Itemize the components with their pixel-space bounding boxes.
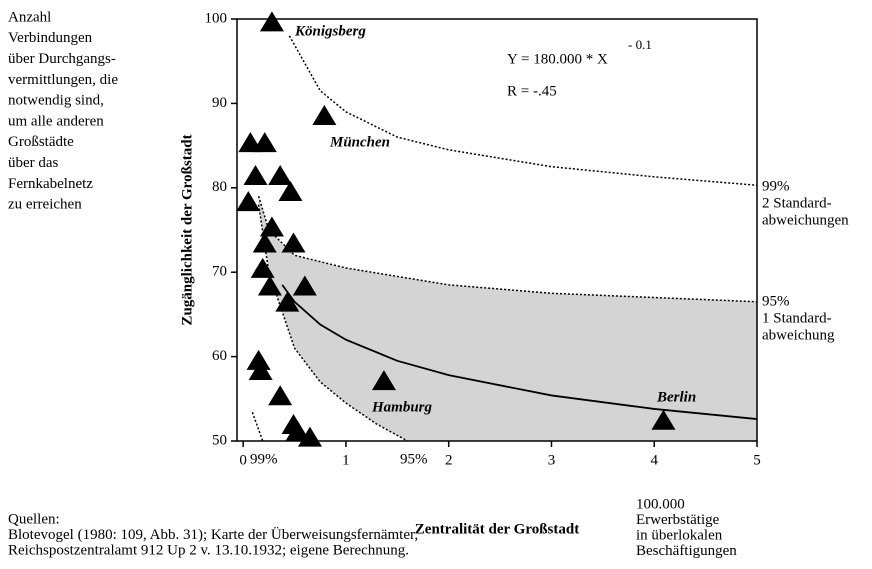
triangle-point xyxy=(268,164,293,185)
left-note-line: vermittlungen, die xyxy=(8,72,118,88)
curve-lower99 xyxy=(251,412,264,442)
y-tick-label: 60 xyxy=(212,348,227,364)
triangle-point xyxy=(278,181,303,202)
source-line: Quellen: xyxy=(8,511,60,527)
triangle-point xyxy=(281,232,306,253)
triangle-point xyxy=(248,359,273,380)
x-unit-line: Beschäftigungen xyxy=(636,543,737,559)
band99-label: 99% xyxy=(762,178,790,194)
source-line: Blotevogel (1980: 109, Abb. 31); Karte d… xyxy=(8,526,418,543)
left-note-line: notwendig sind, xyxy=(8,93,104,109)
triangle-point xyxy=(236,191,261,212)
city-label: Berlin xyxy=(656,389,696,405)
y-tick-label: 50 xyxy=(212,432,227,448)
r-value: R = -.45 xyxy=(507,83,557,99)
x-unit-line: 100.000 xyxy=(636,496,685,512)
triangle-point xyxy=(371,370,396,391)
left-note-line: über Durchgangs- xyxy=(8,51,116,67)
triangle-point xyxy=(252,232,277,253)
source-line: Reichspostzentralamt 912 Up 2 v. 13.10.1… xyxy=(8,542,409,558)
curve-fit xyxy=(281,284,758,420)
band-bottom-label: 99% xyxy=(250,451,278,467)
curve-upper99 xyxy=(288,35,758,187)
left-note-line: über das xyxy=(8,155,59,171)
triangle-point xyxy=(268,385,293,406)
x-unit-line: in überlokalen xyxy=(636,527,723,543)
triangle-point xyxy=(243,164,268,185)
left-note-line: um alle anderen xyxy=(8,113,104,129)
x-axis-label: Zentralität der Großstadt xyxy=(415,521,579,537)
triangle-point xyxy=(297,426,322,447)
y-tick-label: 80 xyxy=(212,179,227,195)
y-tick-label: 100 xyxy=(205,10,228,26)
triangle-point xyxy=(246,349,271,370)
left-note-line: Anzahl xyxy=(8,9,51,25)
triangle-point xyxy=(275,291,300,312)
left-note-line: Fernkabelnetz xyxy=(8,176,93,192)
triangle-point xyxy=(250,257,275,278)
y-tick-label: 70 xyxy=(212,264,227,280)
triangle-point xyxy=(252,132,277,153)
x-tick-label: 5 xyxy=(753,452,761,468)
x-tick-label: 2 xyxy=(445,452,453,468)
band95-label: 95% xyxy=(762,293,790,309)
triangle-point xyxy=(285,420,310,441)
triangle-point xyxy=(312,105,337,126)
band-bottom-label: 95% xyxy=(400,451,428,467)
band99-label: abweichungen xyxy=(762,212,849,228)
triangle-point xyxy=(257,275,282,296)
x-unit-line: Erwerbstätige xyxy=(636,512,720,528)
band95-label: 1 Standard- xyxy=(762,310,832,326)
left-note-line: Verbindungen xyxy=(8,30,93,46)
equation-exponent: - 0.1 xyxy=(628,37,652,52)
band99-label: 2 Standard- xyxy=(762,195,832,211)
left-note-line: zu erreichen xyxy=(8,197,82,213)
x-tick-label: 3 xyxy=(548,452,556,468)
city-label: Hamburg xyxy=(371,399,433,415)
plot-frame xyxy=(236,18,758,442)
y-tick-label: 90 xyxy=(212,95,227,111)
x-tick-label: 1 xyxy=(342,452,350,468)
x-tick-label: 4 xyxy=(650,452,658,468)
x-tick-label: 0 xyxy=(239,452,247,468)
triangle-point xyxy=(651,409,676,430)
triangle-point xyxy=(292,275,317,296)
triangle-point xyxy=(259,216,284,237)
city-label: München xyxy=(329,134,390,150)
triangle-point xyxy=(259,11,284,32)
y-axis-label: Zugänglichkeit der Großstadt xyxy=(179,134,195,325)
city-label: Königsberg xyxy=(294,23,366,39)
band95-label: abweichung xyxy=(762,327,835,343)
equation: Y = 180.000 * X xyxy=(507,51,608,67)
left-note-line: Großstädte xyxy=(8,134,74,150)
